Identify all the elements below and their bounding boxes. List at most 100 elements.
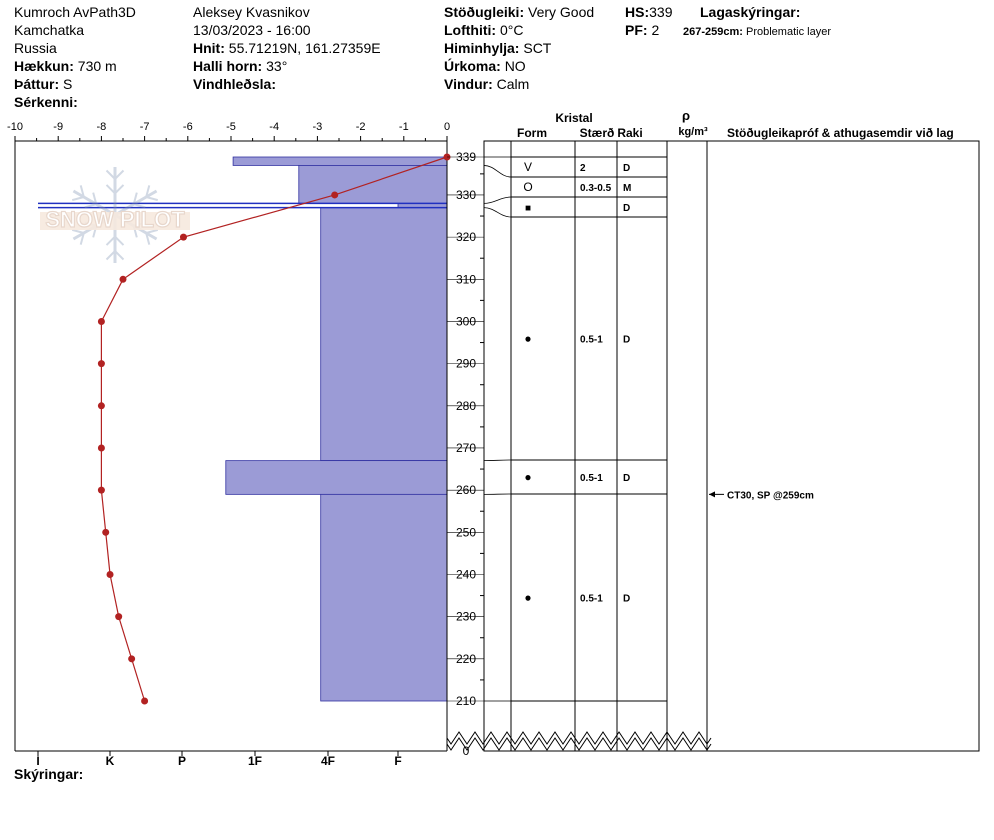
snowflake-branch	[105, 184, 116, 195]
test-annotation-text: CT30, SP @259cm	[727, 490, 814, 501]
aspect: Þáttur: S	[14, 76, 73, 92]
temperature-point-2	[179, 233, 187, 241]
snowflake-branch	[79, 185, 85, 198]
form-header: Form	[517, 126, 547, 140]
snowflake-arm-5	[72, 189, 116, 217]
hardness-tick-label: F	[394, 754, 401, 768]
temperature-point-10	[106, 570, 114, 578]
size-header: Stærð	[580, 126, 615, 140]
temperature-point-5	[97, 360, 105, 368]
comments-label: Skýringar:	[14, 766, 84, 782]
temperature-point-9	[102, 528, 110, 536]
test-arrow-head	[709, 491, 715, 498]
temperature-profile	[97, 153, 451, 705]
temp-tick-label: 0	[444, 121, 450, 133]
height-tick-label: 0	[463, 744, 470, 758]
header-middle: Aleksey Kvasnikov 13/03/2023 - 16:00 Hni…	[193, 3, 381, 93]
snowflake-branch	[84, 221, 97, 227]
moisture-1: M	[623, 183, 631, 194]
watermark-text: SNOW PILOT	[45, 207, 185, 232]
snowflake-branch	[132, 192, 138, 205]
hardness-tick-label: I	[36, 754, 39, 768]
crystal-header: Kristal	[555, 111, 592, 125]
temp-tick-label: -6	[183, 121, 193, 133]
hardness-tick-label: K	[106, 754, 115, 768]
country: Russia	[14, 40, 57, 56]
snowflake-branch	[145, 196, 159, 202]
snowflake-branch	[133, 221, 146, 227]
temperature-line	[100, 156, 448, 702]
temperature-point-3	[119, 275, 127, 283]
snowflake-branch	[84, 203, 97, 209]
observer: Aleksey Kvasnikov	[193, 4, 310, 20]
temperature-point-7	[97, 444, 105, 452]
snowflake-branch	[145, 228, 159, 234]
grain-size-1: 0.3-0.5	[580, 183, 612, 194]
grain-size-5: 0.5-1	[580, 594, 603, 605]
temp-tick-label: -8	[97, 121, 107, 133]
crystal-form-5: ●	[524, 591, 531, 605]
snowflake-branch	[105, 169, 116, 180]
snowpilot-watermark: SNOW PILOT	[40, 167, 190, 263]
snowflake-branch	[92, 192, 98, 205]
header-snow: HS:339 PF: 2	[625, 3, 672, 39]
density-unit-header: kg/m³	[678, 126, 708, 138]
layer-connector-1	[483, 165, 512, 178]
moisture-4: D	[623, 473, 630, 484]
wind-loading: Vindhleðsla:	[193, 76, 276, 92]
temperature-point-8	[97, 486, 105, 494]
hardness-bar-1	[298, 165, 448, 204]
layer-table: V 2 D O 0.3-0.5 M ■ D ● 0.5-1 D ● 0.5-1 D ● 0.5-1 D CT30,…	[446, 140, 980, 752]
air-temp: Lofthiti: 0°C	[444, 22, 524, 38]
watermark-band	[40, 212, 190, 230]
layer-notes: Lagaskýringar:	[700, 3, 800, 21]
snowflake-branch	[71, 228, 85, 234]
crystal-form-3: ●	[524, 332, 531, 346]
sky-cover: Himinhylja: SCT	[444, 40, 552, 56]
axis-break-zigzag	[446, 731, 712, 745]
snowflake-branch	[114, 169, 125, 180]
slope-angle: Halli horn: 33°	[193, 58, 288, 74]
snowflake-branch	[133, 203, 146, 209]
hardness-tick-label: 4F	[321, 754, 335, 768]
temp-tick-label: -1	[399, 121, 409, 133]
hardness-bar-4	[225, 460, 448, 495]
location: Kumroch AvPath3D	[14, 4, 136, 20]
temperature-point-11	[115, 613, 123, 621]
snowflake-branch	[79, 232, 85, 245]
snowflake-arm-2	[114, 213, 158, 241]
table-border	[483, 140, 980, 752]
hardness-tick-label: P	[178, 754, 186, 768]
temp-tick-label: -10	[7, 121, 23, 133]
layer-connector-3	[483, 207, 512, 218]
wind: Vindur: Calm	[444, 76, 530, 92]
region: Kamchatka	[14, 22, 85, 38]
temp-tick-label: -3	[313, 121, 323, 133]
snowflake-arm-1	[114, 189, 158, 217]
snowflake-branch	[92, 225, 98, 238]
datetime: 13/03/2023 - 16:00	[193, 22, 311, 38]
layer-note-entry: 267-259cm: Problematic layer	[683, 23, 831, 41]
temp-tick-label: -9	[53, 121, 63, 133]
pf: PF: 2	[625, 22, 660, 38]
coordinates: Hnit: 55.71219N, 161.27359E	[193, 40, 381, 56]
snowflake-branch	[145, 185, 151, 198]
hardness-tick-label: 1F	[248, 754, 262, 768]
temperature-point-1	[331, 191, 339, 199]
temperature-point-13	[141, 697, 149, 705]
hardness-bar-3	[320, 207, 448, 462]
axis-break-zigzag-2	[446, 737, 712, 751]
hs: HS:339	[625, 4, 673, 20]
moisture-header: Raki	[617, 126, 642, 140]
snowflake-branch	[105, 250, 116, 261]
layer-note-range: 267-259cm:	[683, 26, 743, 38]
grain-size-3: 0.5-1	[580, 335, 603, 346]
tests-header: Stöðugleikapróf & athugasemdir við lag	[727, 126, 954, 140]
hardness-bar-0	[232, 156, 448, 166]
precipitation: Úrkoma: NO	[444, 58, 526, 74]
crystal-form-2: ■	[525, 203, 531, 214]
snowflake-branch	[132, 225, 138, 238]
snowflake-branch	[105, 235, 116, 246]
elevation: Hækkun: 730 m	[14, 58, 117, 74]
temp-tick-label: -7	[140, 121, 150, 133]
